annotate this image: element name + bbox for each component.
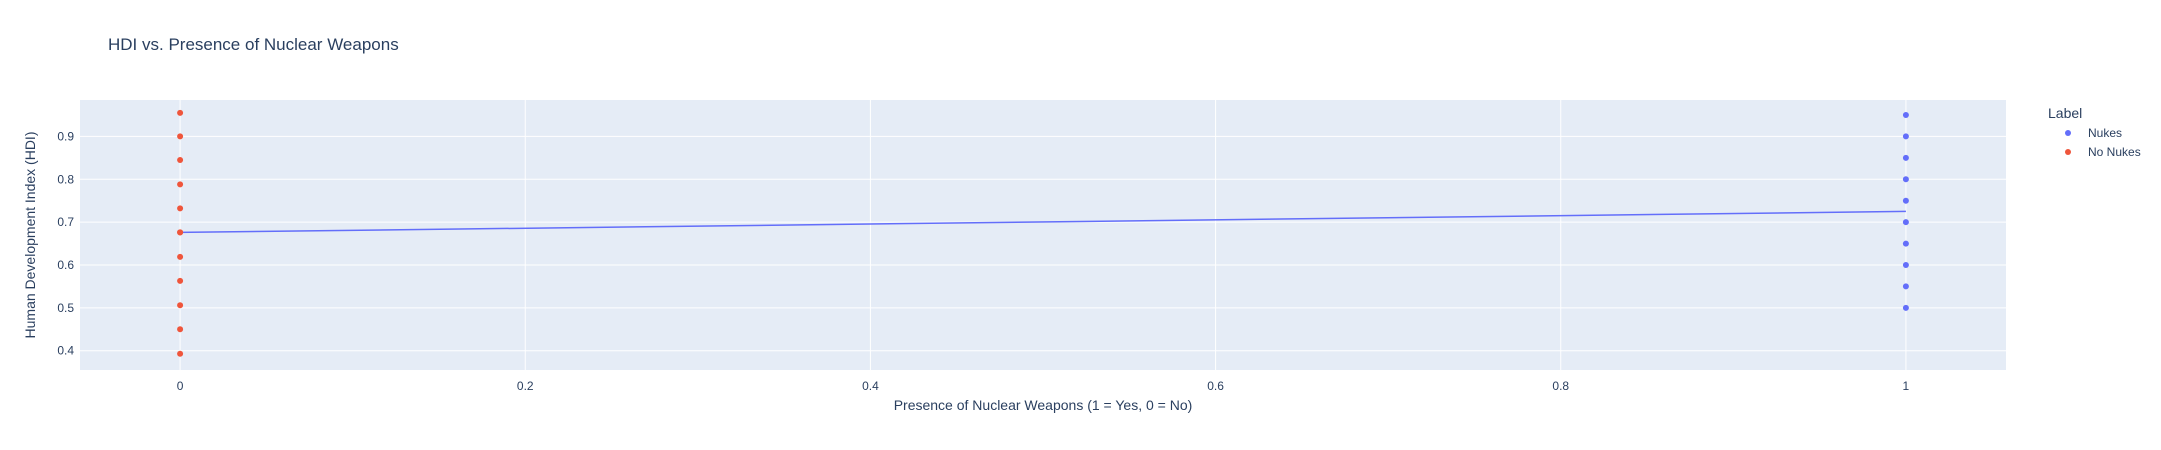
- y-tick-label: 0.8: [57, 172, 74, 186]
- x-tick-label: 0: [177, 379, 184, 393]
- data-point: [1902, 112, 1909, 118]
- trendline: [180, 210, 1906, 234]
- x-tick-label: 0.8: [1552, 379, 1569, 393]
- data-point: [177, 350, 184, 357]
- data-point: [1902, 176, 1909, 183]
- plot-background: [80, 100, 2006, 370]
- data-point: [177, 326, 184, 333]
- chart-title: HDI vs. Presence of Nuclear Weapons: [108, 35, 399, 54]
- legend-marker: [2065, 149, 2071, 155]
- data-point: [1902, 304, 1909, 311]
- legend-label: No Nukes: [2088, 145, 2141, 159]
- legend-items: Nukes No Nukes: [2065, 126, 2141, 159]
- data-point: [1902, 262, 1909, 268]
- data-points: [177, 109, 1909, 357]
- data-point: [177, 229, 184, 236]
- data-point: [177, 277, 184, 284]
- data-point: [1902, 240, 1909, 247]
- legend: Label Nukes No Nukes: [2048, 105, 2141, 159]
- x-tick-label: 1: [1903, 379, 1910, 393]
- data-point: [1902, 197, 1909, 204]
- y-axis-title: Human Development Index (HDI): [22, 132, 38, 339]
- y-tick-label: 0.5: [57, 301, 74, 315]
- y-tick-label: 0.7: [57, 215, 74, 229]
- axis-ticks: 0 0.2 0.4 0.6 0.8 1 0.4 0.5 0.6 0.7 0.8 0.9: [57, 129, 1909, 393]
- y-tick-label: 0.9: [57, 129, 74, 143]
- x-tick-label: 0.2: [517, 379, 534, 393]
- data-point: [177, 205, 184, 212]
- data-point: [177, 109, 184, 116]
- trendline-layer: [180, 210, 1906, 234]
- data-point: [177, 302, 184, 309]
- legend-title: Label: [2048, 105, 2082, 121]
- grid-lines: [80, 100, 2006, 370]
- y-tick-label: 0.6: [57, 258, 74, 272]
- x-axis-title: Presence of Nuclear Weapons (1 = Yes, 0 …: [894, 397, 1193, 413]
- data-point: [177, 157, 184, 163]
- data-point: [1902, 283, 1909, 290]
- legend-label: Nukes: [2088, 126, 2122, 140]
- data-point: [177, 133, 184, 140]
- data-point: [1902, 154, 1909, 161]
- x-tick-label: 0.4: [862, 379, 879, 393]
- legend-marker: [2065, 130, 2071, 136]
- data-point: [177, 181, 184, 188]
- data-point: [1902, 133, 1909, 140]
- data-point: [177, 253, 184, 260]
- x-tick-label: 0.6: [1207, 379, 1224, 393]
- data-point: [1902, 219, 1909, 226]
- y-tick-label: 0.4: [57, 344, 74, 358]
